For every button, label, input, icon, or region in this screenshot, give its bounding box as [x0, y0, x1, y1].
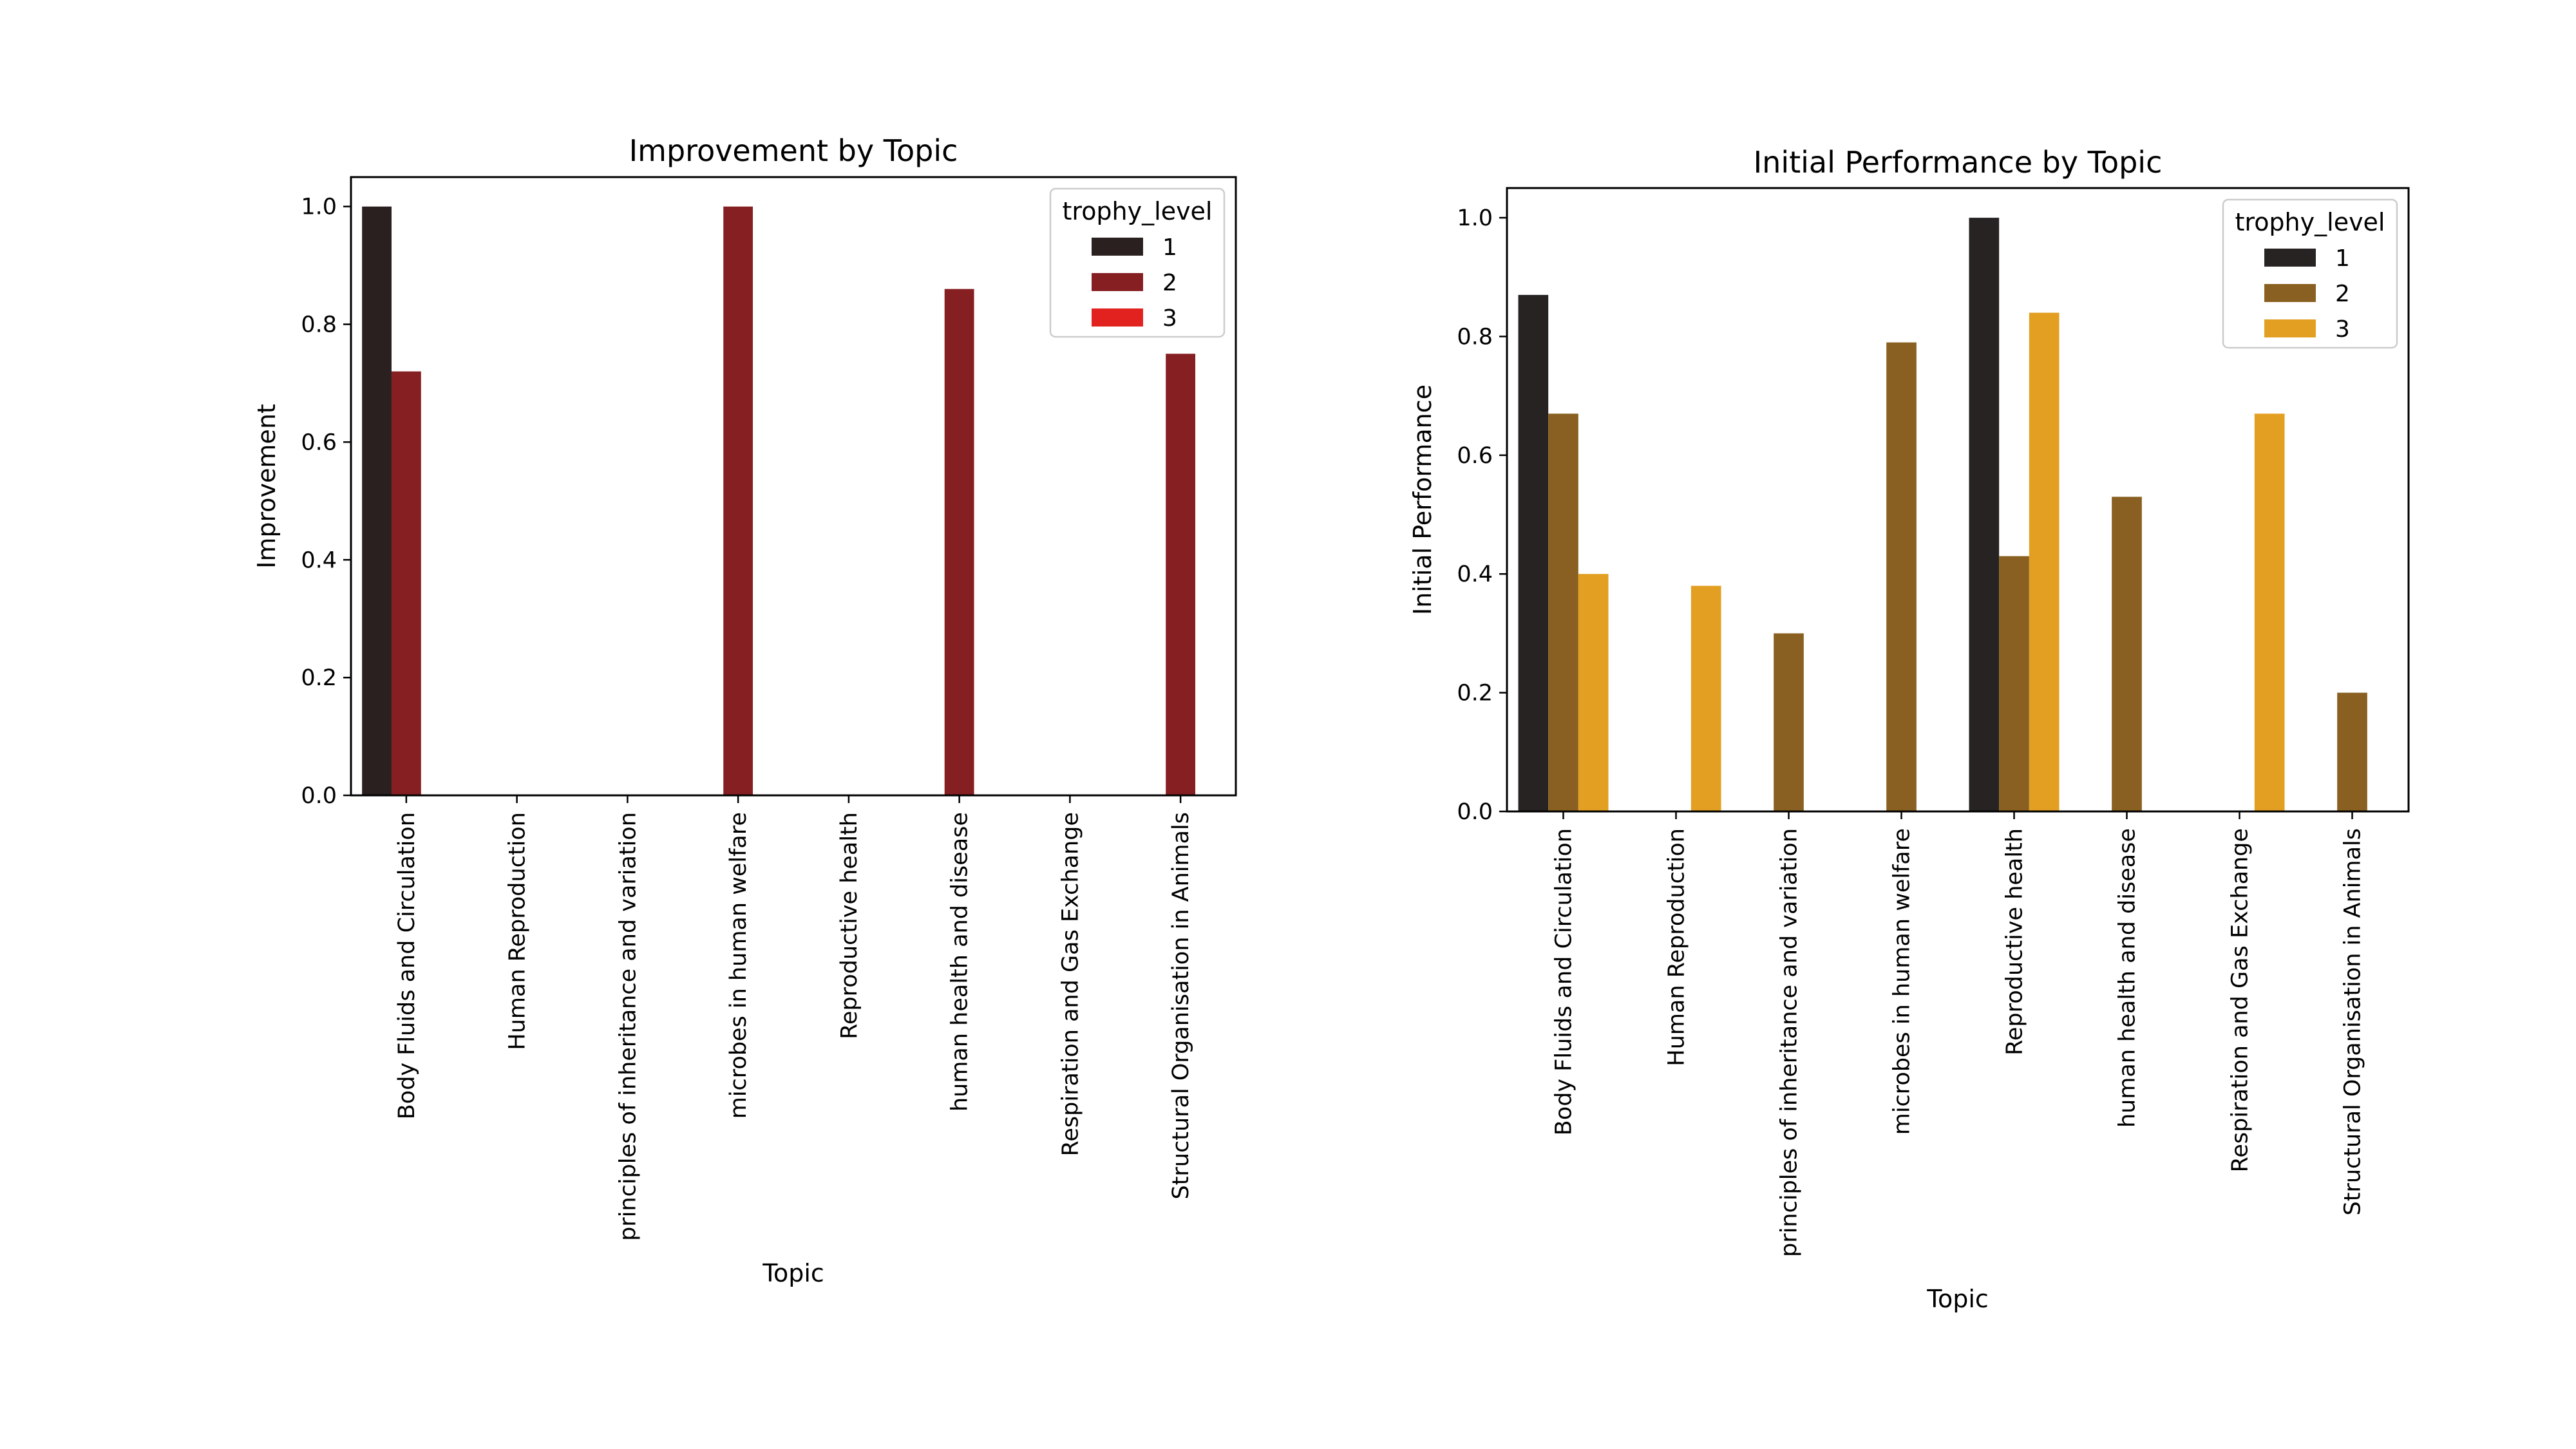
x-tick-label: Reproductive health [837, 812, 862, 1039]
x-tick-label: Reproductive health [2002, 828, 2028, 1056]
chart-title: Improvement by Topic [629, 133, 958, 168]
bar-reproductive-health-level-3 [2029, 312, 2060, 812]
legend-swatch-level-1 [2264, 249, 2316, 267]
plot-frame [350, 176, 1237, 797]
legend-swatch-level-2 [1092, 273, 1143, 291]
bar-human-reproduction-level-3 [1690, 585, 1721, 811]
x-tick-label: Respiration and Gas Exchange [2228, 828, 2253, 1172]
y-tick-label: 0.2 [1457, 681, 1493, 706]
plot-frame [1506, 187, 2410, 813]
legend-label-level-3: 3 [2335, 316, 2350, 343]
legend-box [2222, 198, 2398, 349]
y-tick-label: 0.6 [301, 430, 337, 455]
legend-label-level-2: 2 [1162, 270, 1177, 296]
x-axis-label: Topic [1926, 1285, 1989, 1313]
legend-label-level-3: 3 [1162, 305, 1177, 332]
bar-body-fluids-and-circulation-level-2 [391, 371, 421, 795]
x-axis-label: Topic [762, 1259, 824, 1287]
legend-swatch-level-2 [2264, 284, 2316, 302]
x-tick-label: microbes in human welfare [726, 812, 752, 1119]
bar-body-fluids-and-circulation-level-2 [1548, 413, 1578, 811]
x-tick-label: Structural Organisation in Animals [1168, 812, 1194, 1199]
y-tick-label: 0.0 [1457, 799, 1493, 825]
legend-box [1049, 187, 1226, 338]
bar-respiration-and-gas-exchange-level-3 [2254, 413, 2285, 811]
x-tick-label: Body Fluids and Circulation [1551, 828, 1577, 1135]
legend-label-level-1: 1 [1162, 234, 1177, 261]
x-tick-label: Human Reproduction [1664, 828, 1690, 1066]
bar-structural-organisation-in-animals-level-2 [2337, 692, 2367, 811]
y-axis-label: Initial Performance [1408, 384, 1437, 615]
x-tick-label: principles of inheritance and variation [615, 812, 641, 1241]
y-axis-label: Improvement [252, 404, 281, 569]
legend-title: trophy_level [1063, 197, 1213, 225]
y-tick-label: 0.0 [301, 783, 337, 809]
bar-structural-organisation-in-animals-level-2 [1166, 354, 1196, 795]
bar-body-fluids-and-circulation-level-1 [1518, 294, 1549, 811]
legend-swatch-level-3 [1092, 308, 1143, 327]
y-tick-label: 0.6 [1457, 443, 1493, 469]
bar-body-fluids-and-circulation-level-3 [1578, 574, 1609, 811]
y-tick-label: 0.4 [1457, 562, 1493, 587]
y-tick-label: 1.0 [1457, 205, 1493, 231]
bar-reproductive-health-level-2 [1999, 556, 2029, 811]
x-tick-label: human health and disease [947, 812, 973, 1112]
bar-microbes-in-human-welfare-level-2 [1886, 342, 1917, 811]
y-tick-label: 1.0 [301, 194, 337, 220]
bar-microbes-in-human-welfare-level-2 [723, 206, 753, 795]
y-tick-label: 0.8 [1457, 324, 1493, 350]
x-tick-label: microbes in human welfare [1889, 828, 1915, 1135]
x-tick-label: Structural Organisation in Animals [2340, 828, 2366, 1215]
x-tick-label: human health and disease [2115, 828, 2141, 1128]
initial-performance-chart: 0.0 0.2 0.4 0.6 0.8 1.0 Body Fluids and Circul… [1408, 145, 2410, 1313]
bar-reproductive-health-level-1 [1969, 218, 2000, 812]
y-tick-label: 0.2 [301, 665, 337, 691]
chart-title: Initial Performance by Topic [1754, 145, 2163, 180]
x-tick-label: Respiration and Gas Exchange [1057, 812, 1083, 1156]
legend: trophy_level 1 2 3 [2222, 198, 2398, 349]
legend-label-level-1: 1 [2335, 245, 2350, 272]
x-tick-label: Human Reproduction [505, 812, 531, 1050]
y-tick-label: 0.4 [301, 547, 337, 573]
x-tick-label: principles of inheritance and variation [1777, 828, 1803, 1257]
y-tick-label: 0.8 [301, 312, 337, 338]
bar-principles-of-inheritance-and-variation-level-2 [1774, 633, 1804, 811]
bar-body-fluids-and-circulation-level-1 [362, 206, 392, 795]
legend-swatch-level-1 [1092, 238, 1143, 256]
bar-human-health-and-disease-level-2 [944, 289, 974, 795]
bar-human-health-and-disease-level-2 [2112, 497, 2142, 811]
legend-swatch-level-3 [2264, 319, 2316, 337]
legend-title: trophy_level [2235, 208, 2385, 236]
improvement-chart: 0.0 0.2 0.4 0.6 0.8 1.0 Body Fluids and Circul… [252, 133, 1237, 1287]
legend: trophy_level 1 2 3 [1049, 187, 1226, 338]
legend-label-level-2: 2 [2335, 281, 2350, 307]
x-tick-label: Body Fluids and Circulation [394, 812, 420, 1119]
